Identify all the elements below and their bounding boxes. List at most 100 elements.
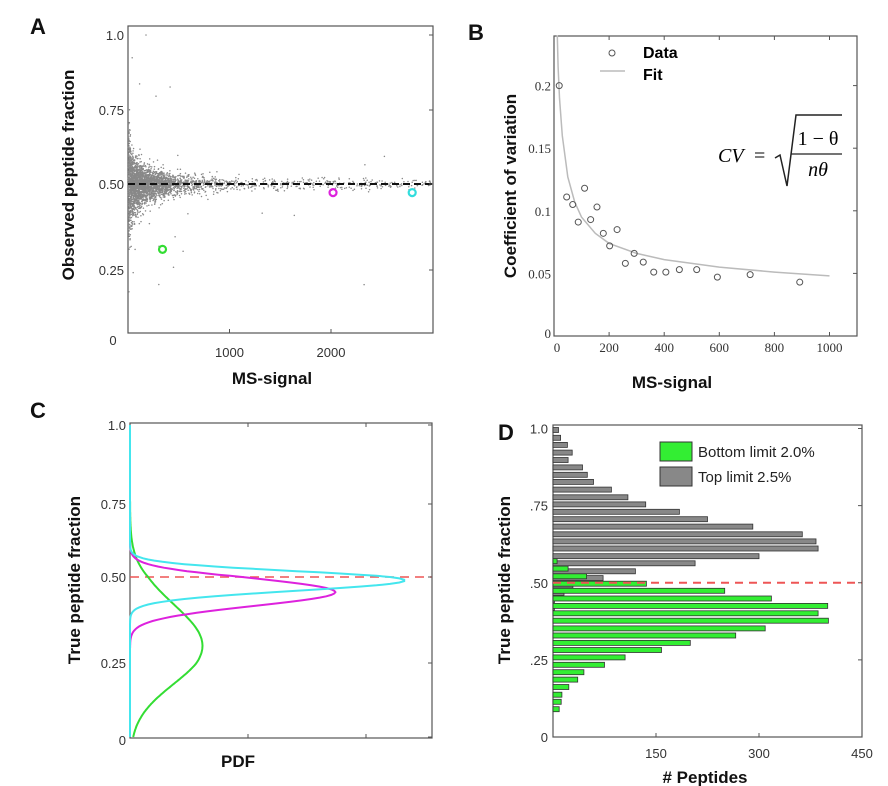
data-point xyxy=(639,258,647,266)
scatter-point xyxy=(160,198,163,200)
scatter-point xyxy=(309,178,311,180)
scatter-point xyxy=(221,178,223,181)
scatter-point xyxy=(153,165,156,168)
scatter-point xyxy=(166,186,168,188)
scatter-point xyxy=(323,176,326,179)
scatter-point xyxy=(133,193,135,195)
scatter-point xyxy=(127,222,130,225)
scatter-point xyxy=(128,248,130,250)
y-tick-label: .25 xyxy=(530,653,548,668)
scatter-point xyxy=(128,192,130,194)
scatter-point xyxy=(341,186,343,189)
scatter-point xyxy=(128,186,131,189)
axes-frame-b xyxy=(553,35,858,337)
bar xyxy=(552,610,819,617)
scatter-point xyxy=(135,156,137,159)
scatter-point xyxy=(197,178,199,180)
scatter-point xyxy=(156,181,159,183)
scatter-point xyxy=(171,176,174,178)
scatter-point xyxy=(152,177,155,180)
bar xyxy=(552,538,817,545)
scatter-point xyxy=(150,181,153,183)
scatter-point xyxy=(164,192,167,195)
scatter-point xyxy=(155,198,158,201)
scatter-point xyxy=(143,186,146,189)
scatter-point xyxy=(150,197,153,199)
scatter-point xyxy=(130,200,132,203)
scatter-point xyxy=(235,186,238,189)
scatter-point xyxy=(160,178,163,180)
scatter-point xyxy=(156,194,158,197)
scatter-point xyxy=(167,181,169,183)
bar xyxy=(552,632,737,639)
scatter-point xyxy=(158,194,161,196)
scatter-point xyxy=(239,189,241,191)
scatter-point xyxy=(139,207,141,209)
bar xyxy=(552,531,803,538)
scatter-point xyxy=(138,187,140,190)
scatter-point xyxy=(143,162,146,164)
scatter-point xyxy=(178,181,181,183)
scatter-points xyxy=(127,34,432,293)
scatter-point xyxy=(322,183,324,186)
scatter-point xyxy=(180,175,182,177)
scatter-point xyxy=(230,180,233,182)
scatter-point xyxy=(376,185,378,188)
scatter-point xyxy=(147,183,150,185)
scatter-point xyxy=(197,185,200,187)
scatter-point xyxy=(128,171,131,173)
scatter-point xyxy=(148,204,150,207)
scatter-point xyxy=(170,192,172,195)
scatter-point xyxy=(141,185,144,187)
scatter-point xyxy=(168,191,170,194)
scatter-point xyxy=(144,196,146,198)
scatter-point xyxy=(311,182,313,185)
scatter-point xyxy=(147,185,150,187)
bar xyxy=(552,457,569,463)
scatter-point xyxy=(162,164,164,166)
scatter-point xyxy=(202,175,204,178)
scatter-point xyxy=(161,171,163,173)
scatter-point xyxy=(159,185,161,188)
scatter-point xyxy=(403,181,405,183)
scatter-point xyxy=(183,176,185,179)
panel-label-d: D xyxy=(498,420,514,445)
scatter-point xyxy=(145,165,147,168)
scatter-point xyxy=(212,177,215,180)
scatter-point xyxy=(251,178,254,180)
scatter-point xyxy=(131,171,134,173)
scatter-point xyxy=(312,184,314,186)
scatter-point xyxy=(134,248,136,251)
scatter-point xyxy=(288,181,290,184)
scatter-point xyxy=(131,155,134,157)
scatter-point xyxy=(276,189,278,192)
scatter-point xyxy=(138,211,140,214)
scatter-point xyxy=(134,185,136,188)
scatter-point xyxy=(219,178,221,181)
axes-frame-c xyxy=(129,422,433,739)
x-tick-label: 0 xyxy=(109,333,116,348)
scatter-point xyxy=(152,161,155,163)
scatter-point xyxy=(152,184,154,187)
scatter-point xyxy=(326,180,328,182)
scatter-point xyxy=(129,134,132,136)
scatter-point xyxy=(128,213,130,215)
scatter-point xyxy=(138,186,140,188)
scatter-point xyxy=(353,188,356,191)
scatter-point xyxy=(179,172,182,175)
bar xyxy=(552,625,766,632)
scatter-point xyxy=(153,185,155,188)
scatter-point xyxy=(153,198,155,201)
scatter-point xyxy=(145,173,147,176)
scatter-point xyxy=(150,166,153,168)
scatter-point xyxy=(236,188,238,191)
scatter-point xyxy=(150,178,153,180)
scatter-point xyxy=(258,185,261,187)
scatter-point xyxy=(218,187,220,190)
x-tick-label: 800 xyxy=(765,340,785,355)
scatter-point xyxy=(138,83,141,85)
scatter-point xyxy=(172,194,174,197)
scatter-point xyxy=(356,183,359,185)
scatter-point xyxy=(149,193,152,196)
